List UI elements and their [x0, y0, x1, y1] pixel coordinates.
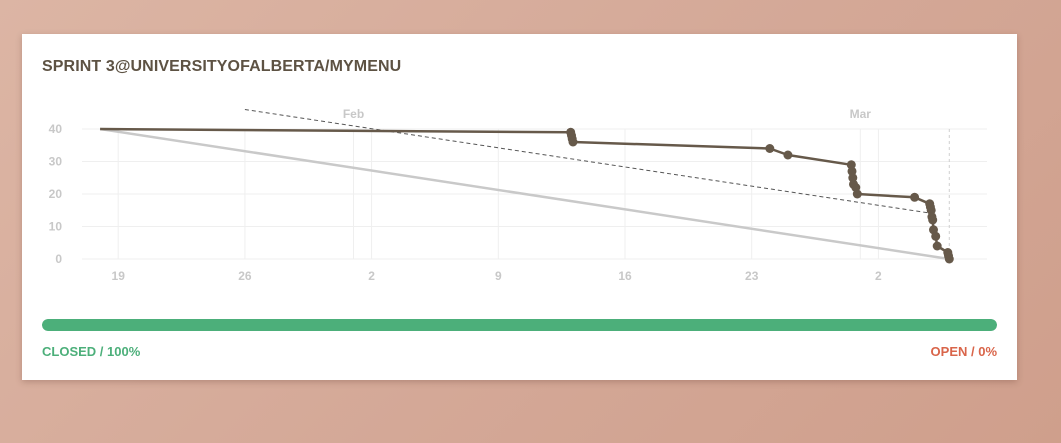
month-label: Feb: [343, 107, 364, 121]
data-point: [931, 231, 941, 241]
x-tick-label: 23: [745, 269, 759, 283]
x-tick-label: 16: [618, 269, 632, 283]
y-tick-label: 40: [49, 122, 63, 136]
completion-progress-bar: [42, 319, 997, 331]
data-point: [848, 173, 858, 183]
sprint-title: SPRINT 3@UNIVERSITYOFALBERTA/MYMENU: [42, 58, 402, 75]
y-axis: 0 10 20 30 40: [49, 122, 63, 266]
month-labels: Feb Mar: [343, 107, 871, 121]
chart-series: [99, 109, 954, 264]
chart-grid: [82, 128, 987, 260]
month-label: Mar: [850, 107, 872, 121]
x-axis: 19 26 2 9 16 23 2: [112, 269, 883, 283]
data-point: [568, 137, 578, 147]
y-tick-label: 30: [49, 155, 63, 169]
data-point: [765, 144, 775, 153]
x-tick-label: 2: [875, 269, 882, 283]
x-tick-label: 9: [495, 269, 502, 283]
closed-progress-fill: [42, 319, 997, 331]
data-point: [932, 241, 942, 251]
data-point: [928, 215, 938, 225]
y-tick-label: 0: [55, 252, 62, 266]
closed-status-label: CLOSED / 100%: [42, 344, 141, 359]
data-point: [783, 150, 793, 160]
burndown-chart: Feb Mar 0 10 20 30 40 19 26 2 9 16 23 2: [49, 107, 987, 283]
burndown-card: SPRINT 3@UNIVERSITYOFALBERTA/MYMENU Feb M…: [22, 34, 1017, 380]
data-point: [852, 189, 862, 199]
x-tick-label: 19: [112, 269, 126, 283]
x-tick-label: 2: [368, 269, 375, 283]
x-tick-label: 26: [238, 269, 252, 283]
y-tick-label: 10: [49, 220, 63, 234]
data-point: [846, 160, 856, 170]
data-point: [926, 205, 936, 215]
data-point: [910, 192, 920, 202]
open-status-label: OPEN / 0%: [930, 344, 997, 359]
y-tick-label: 20: [49, 187, 63, 201]
ideal-line: [99, 127, 950, 261]
trend-line: [244, 109, 933, 214]
data-point: [944, 254, 954, 264]
